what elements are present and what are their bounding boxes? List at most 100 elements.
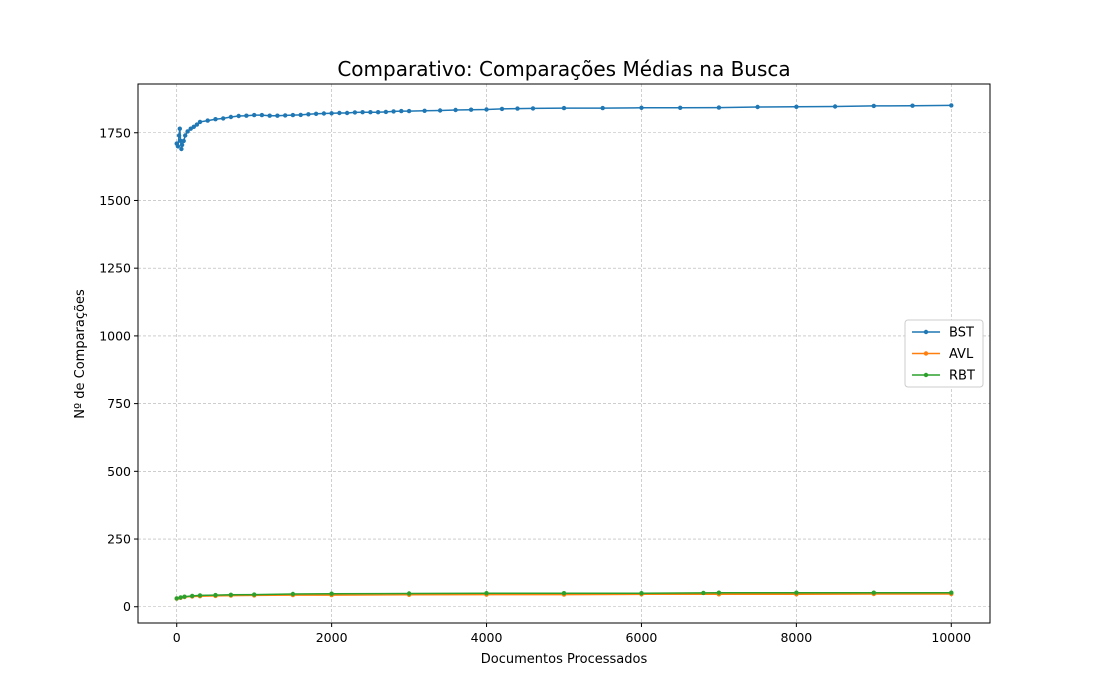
- chart-title: Comparativo: Comparações Médias na Busca: [337, 57, 790, 81]
- y-tick-label: 750: [107, 396, 131, 411]
- data-point-bst: [176, 133, 182, 138]
- data-point-bst: [600, 105, 605, 111]
- x-tick-label: 6000: [626, 630, 658, 645]
- data-point-bst: [561, 105, 567, 111]
- data-point-rbt: [639, 591, 644, 596]
- data-point-bst: [321, 111, 327, 116]
- data-point-bst: [179, 146, 184, 152]
- data-point-rbt: [213, 592, 218, 598]
- legend-label-rbt: RBT: [949, 369, 975, 384]
- legend-label-bst: BST: [949, 326, 974, 341]
- data-point-bst: [484, 107, 489, 112]
- data-point-bst: [185, 129, 190, 134]
- data-point-bst: [383, 109, 389, 115]
- data-point-bst: [259, 112, 265, 118]
- data-point-rbt: [561, 591, 567, 596]
- data-point-bst: [468, 107, 474, 112]
- data-point-bst: [197, 119, 203, 125]
- data-point-bst: [375, 110, 381, 115]
- data-point-bst: [422, 108, 427, 114]
- legend-marker-rbt: [923, 372, 929, 378]
- data-point-rbt: [190, 593, 195, 599]
- data-point-bst: [275, 113, 280, 118]
- data-point-bst: [399, 108, 404, 114]
- grid: [138, 84, 990, 623]
- data-point-rbt: [197, 593, 203, 598]
- data-point-rbt: [716, 590, 722, 595]
- series-layer: [174, 103, 954, 601]
- data-point-rbt: [329, 591, 334, 596]
- data-point-bst: [515, 106, 520, 111]
- plot-frame: [137, 83, 991, 624]
- data-point-rbt: [871, 590, 876, 595]
- data-point-bst: [499, 106, 505, 112]
- data-point-bst: [437, 108, 443, 113]
- legend-label-avl: AVL: [949, 347, 974, 362]
- series-bst: [174, 103, 954, 152]
- data-point-bst: [639, 105, 644, 111]
- data-point-bst: [290, 112, 296, 118]
- series-rbt: [174, 590, 954, 601]
- data-point-bst: [794, 104, 799, 110]
- data-point-rbt: [290, 591, 296, 597]
- legend-box: [904, 319, 984, 388]
- data-point-bst: [213, 117, 218, 122]
- x-tick-label: 2000: [316, 630, 348, 645]
- data-point-bst: [177, 126, 182, 131]
- data-point-bst: [228, 114, 234, 120]
- data-point-bst: [236, 113, 241, 119]
- data-point-bst: [329, 111, 334, 116]
- y-tick-label: 250: [107, 532, 131, 547]
- data-point-rbt: [252, 592, 257, 597]
- y-tick-label: 1500: [99, 193, 131, 208]
- data-point-bst: [337, 110, 342, 116]
- data-point-bst: [352, 110, 358, 115]
- data-point-bst: [267, 113, 272, 118]
- data-point-bst: [181, 138, 186, 144]
- y-tick-label: 1250: [99, 261, 131, 276]
- x-tick-label: 0: [173, 630, 181, 645]
- y-tick-label: 500: [107, 464, 131, 479]
- data-point-bst: [391, 109, 396, 114]
- data-point-bst: [755, 104, 760, 110]
- data-point-bst: [283, 113, 288, 118]
- data-point-rbt: [406, 591, 412, 596]
- x-tick-label: 8000: [780, 630, 812, 645]
- data-point-rbt: [228, 592, 234, 597]
- y-tick-label: 1000: [99, 328, 131, 343]
- data-point-bst: [406, 108, 412, 114]
- y-tick-label: 1750: [99, 125, 131, 140]
- data-point-rbt: [701, 590, 706, 596]
- data-point-bst: [368, 110, 373, 115]
- data-point-bst: [530, 106, 536, 111]
- data-point-bst: [179, 142, 185, 148]
- x-tick-label: 4000: [471, 630, 503, 645]
- data-point-bst: [178, 138, 183, 144]
- data-point-bst: [194, 122, 200, 127]
- data-point-bst: [678, 105, 683, 111]
- data-point-bst: [191, 124, 196, 129]
- data-point-rbt: [794, 590, 799, 595]
- data-point-rbt: [174, 596, 179, 601]
- data-point-rbt: [182, 594, 187, 599]
- data-point-bst: [360, 110, 365, 115]
- data-point-bst: [175, 144, 181, 149]
- y-tick-label: 0: [123, 599, 131, 614]
- data-point-rbt: [949, 590, 954, 595]
- data-point-bst: [298, 112, 303, 118]
- data-point-bst: [871, 103, 876, 109]
- data-point-bst: [306, 112, 311, 117]
- data-point-rbt: [484, 591, 489, 596]
- x-tick-label: 10000: [931, 630, 971, 645]
- y-axis-label: Nº de Comparações: [73, 289, 88, 419]
- data-point-bst: [453, 107, 458, 113]
- legend: BST AVL RBT: [904, 319, 984, 388]
- data-point-rbt: [178, 595, 183, 600]
- x-axis-label: Documentos Processados: [481, 652, 648, 667]
- data-point-bst: [313, 111, 319, 117]
- data-point-bst: [949, 103, 954, 108]
- data-point-bst: [252, 112, 257, 118]
- data-point-bst: [344, 110, 350, 116]
- data-point-bst: [244, 113, 249, 118]
